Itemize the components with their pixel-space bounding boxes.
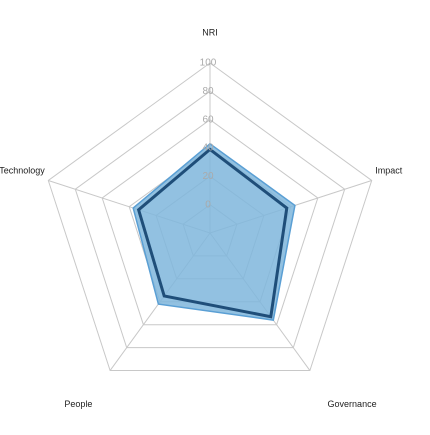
category-label: People [64, 399, 92, 409]
grid-ring [47, 62, 373, 371]
tick-label: 0 [205, 199, 211, 210]
grid-ring [74, 90, 346, 349]
category-label: Impact [375, 166, 403, 176]
tick-label: 60 [202, 114, 214, 125]
category-label: NRI [202, 27, 218, 37]
series-line [136, 147, 289, 319]
category-label: Governance [328, 399, 377, 409]
tick-label: 40 [202, 143, 214, 154]
tick-label: 100 [200, 58, 217, 69]
category-label: Technology [0, 166, 45, 176]
series-area [132, 142, 296, 321]
tick-label: 80 [202, 86, 214, 97]
grid-ring [101, 119, 319, 326]
tick-label: 20 [202, 171, 214, 182]
